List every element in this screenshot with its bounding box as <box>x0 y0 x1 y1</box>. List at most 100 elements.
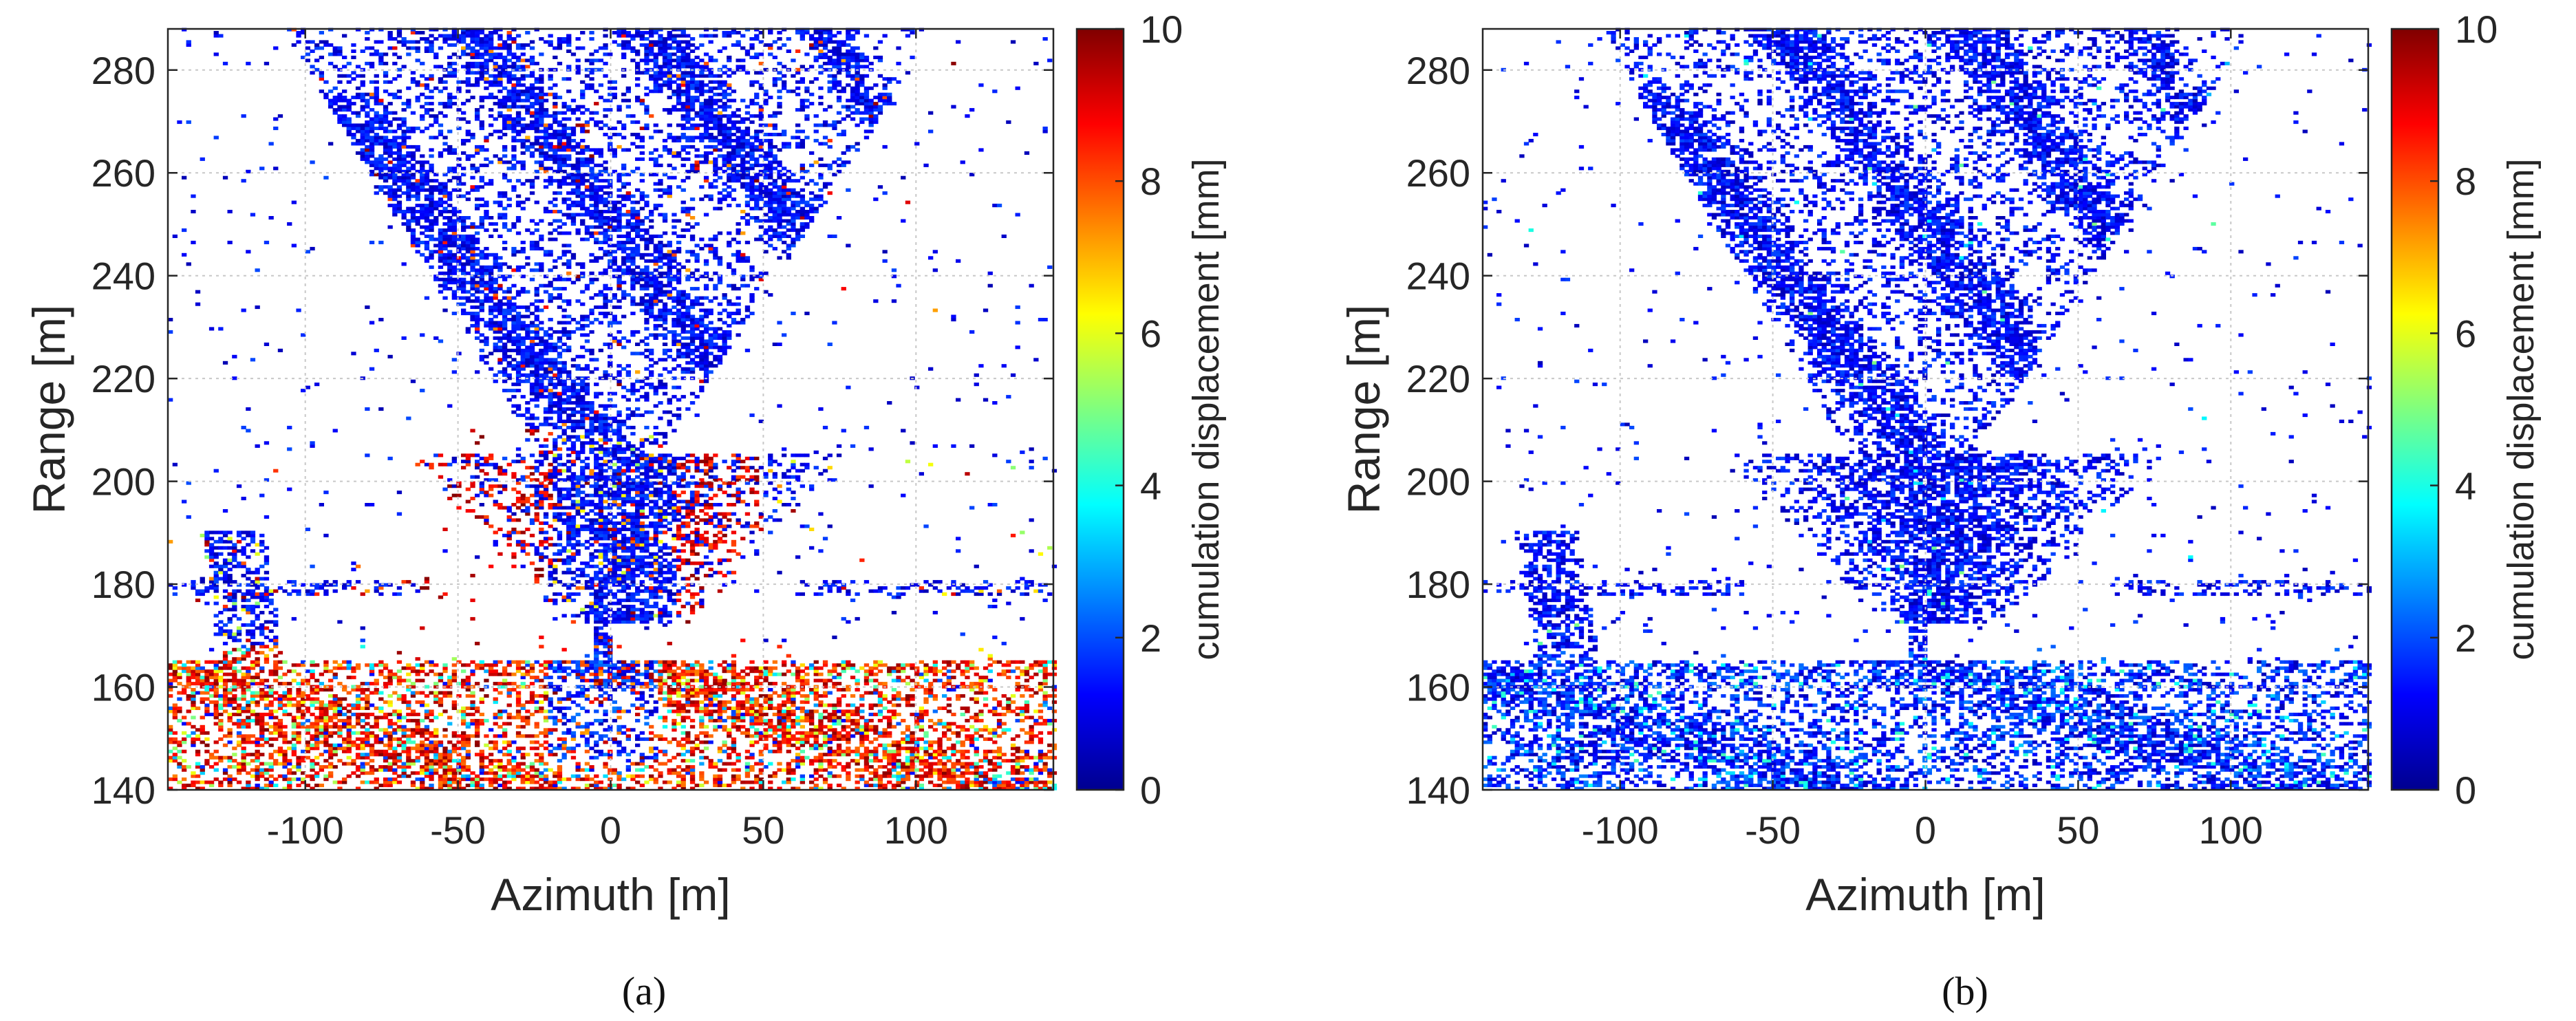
heatmap-cell <box>232 759 237 762</box>
heatmap-cell <box>347 762 352 766</box>
heatmap-cell <box>713 719 718 722</box>
heatmap-cell <box>273 759 278 762</box>
heatmap-cell <box>425 756 429 760</box>
heatmap-cell <box>690 769 695 772</box>
heatmap-cell <box>232 667 237 670</box>
heatmap-cell <box>383 765 388 769</box>
heatmap-cell <box>539 669 544 673</box>
heatmap-cell <box>594 638 599 642</box>
heatmap-cell <box>296 716 301 719</box>
heatmap-cell <box>204 731 209 735</box>
heatmap-cell <box>195 669 200 673</box>
heatmap-cell <box>388 704 393 707</box>
heatmap-cell <box>255 777 260 781</box>
heatmap-cell <box>869 740 874 744</box>
heatmap-cell <box>402 740 407 744</box>
heatmap-cell <box>978 784 983 787</box>
heatmap-cell <box>191 669 195 673</box>
heatmap-cell <box>502 731 507 735</box>
heatmap-cell <box>709 549 713 552</box>
heatmap-cell <box>218 728 223 731</box>
heatmap-cell <box>323 716 328 719</box>
heatmap-cell <box>603 555 608 559</box>
heatmap-cell <box>237 731 242 735</box>
heatmap-cell <box>828 691 833 695</box>
heatmap-cell <box>800 663 805 667</box>
heatmap-cell <box>204 549 209 552</box>
heatmap-cell <box>910 765 914 769</box>
heatmap-cell <box>314 734 319 738</box>
heatmap-cell <box>228 651 233 654</box>
heatmap-cell <box>580 561 585 565</box>
heatmap-cell <box>273 669 278 673</box>
heatmap-cell <box>429 691 433 695</box>
heatmap-cell <box>745 781 750 784</box>
heatmap-cell <box>658 673 663 676</box>
heatmap-cell <box>713 704 718 707</box>
heatmap-cell <box>731 549 736 552</box>
heatmap-cell <box>709 688 713 691</box>
heatmap-cell <box>351 676 356 679</box>
heatmap-cell <box>937 738 942 741</box>
heatmap-cell <box>416 756 420 760</box>
heatmap-cell <box>580 608 585 612</box>
heatmap-cell <box>351 725 356 729</box>
heatmap-cell <box>892 756 897 760</box>
heatmap-cell <box>695 707 700 710</box>
heatmap-cell <box>740 716 745 719</box>
heatmap-cell <box>942 769 947 772</box>
heatmap-cell <box>644 565 649 568</box>
heatmap-cell <box>264 777 269 781</box>
heatmap-cell <box>1002 759 1007 762</box>
heatmap-cell <box>892 784 897 787</box>
heatmap-cell <box>983 738 988 741</box>
heatmap-cell <box>264 590 269 593</box>
heatmap-cell <box>214 740 219 744</box>
heatmap-cell <box>292 669 297 673</box>
heatmap-cell <box>749 716 754 719</box>
heatmap-cell <box>452 771 457 775</box>
heatmap-cell <box>237 704 242 707</box>
heatmap-cell <box>516 694 521 698</box>
heatmap-cell <box>800 700 805 704</box>
heatmap-cell <box>676 713 681 716</box>
heatmap-cell <box>209 676 214 679</box>
heatmap-cell <box>1043 673 1048 676</box>
heatmap-cell <box>530 691 535 695</box>
heatmap-cell <box>896 669 901 673</box>
heatmap-cell <box>237 709 242 713</box>
heatmap-cell <box>956 667 960 670</box>
heatmap-cell <box>745 765 750 769</box>
heatmap-cell <box>722 660 727 664</box>
heatmap-cell <box>296 759 301 762</box>
heatmap-cell <box>278 586 283 590</box>
heatmap-cell <box>630 596 635 599</box>
heatmap-cell <box>232 605 237 608</box>
heatmap-cell <box>667 694 672 698</box>
heatmap-cell <box>978 765 983 769</box>
heatmap-cell <box>255 605 260 608</box>
heatmap-cell <box>264 599 269 602</box>
heatmap-cell <box>942 660 947 664</box>
heatmap-cell <box>557 700 562 704</box>
heatmap-cell <box>214 777 219 781</box>
heatmap-cell <box>667 704 672 707</box>
heatmap-cell <box>369 682 374 685</box>
heatmap-cell <box>552 543 557 546</box>
heatmap-cell <box>603 620 608 623</box>
heatmap-cell <box>1043 784 1048 787</box>
heatmap-cell <box>667 611 672 614</box>
heatmap-cell <box>823 769 828 772</box>
heatmap-cell <box>237 561 242 565</box>
heatmap-cell <box>493 673 498 676</box>
heatmap-cell <box>347 725 352 729</box>
heatmap-cell <box>786 738 791 741</box>
heatmap-cell <box>937 580 942 583</box>
heatmap-cell <box>892 765 897 769</box>
heatmap-cell <box>654 759 658 762</box>
heatmap-cell <box>616 740 621 744</box>
heatmap-cell <box>947 756 952 760</box>
heatmap-cell <box>616 775 621 778</box>
heatmap-cell <box>1029 731 1034 735</box>
heatmap-cell <box>242 722 246 725</box>
